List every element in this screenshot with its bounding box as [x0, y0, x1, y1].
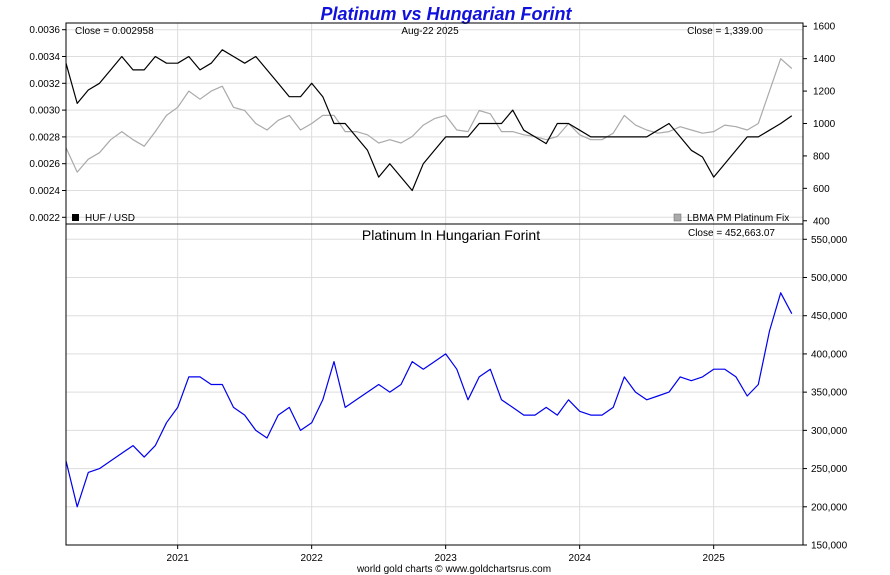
- y-bottom-tick-label: 300,000: [811, 426, 848, 437]
- platinum-close-label: Close = 1,339.00: [687, 26, 763, 37]
- y-left-tick-label: 0.0022: [29, 213, 60, 224]
- y-left-tick-label: 0.0034: [29, 52, 60, 63]
- y-bottom-tick-label: 250,000: [811, 464, 848, 475]
- top-panel-frame: [65, 22, 804, 225]
- bottom-panel-grid: [66, 224, 803, 546]
- axis-labels: 2021 2022 2023 2024 2025 0.0022 0.0024 0.0026 0.…: [29, 22, 847, 564]
- platinum-legend-swatch: [673, 213, 682, 222]
- y-right-tick-label: 800: [813, 151, 830, 162]
- top-panel-grid: [66, 23, 803, 224]
- x-tick-label: 2021: [167, 553, 190, 564]
- y-left-tick-label: 0.0030: [29, 106, 60, 117]
- y-right-tick-label: 400: [813, 216, 830, 227]
- y-left-tick-label: 0.0028: [29, 132, 60, 143]
- huf-legend-swatch: [72, 214, 79, 221]
- panel-frames: [65, 22, 804, 546]
- x-tick-label: 2024: [569, 553, 592, 564]
- date-label: Aug-22 2025: [401, 26, 459, 37]
- y-right-tick-label: 1000: [813, 119, 836, 130]
- bottom-panel-title: Platinum In Hungarian Forint: [362, 227, 540, 243]
- platinum-legend-label: LBMA PM Platinum Fix: [687, 213, 789, 224]
- huf-legend-label: HUF / USD: [85, 213, 135, 224]
- y-bottom-tick-label: 150,000: [811, 541, 848, 552]
- y-left-tick-label: 0.0024: [29, 186, 60, 197]
- y-right-tick-label: 1200: [813, 87, 836, 98]
- y-left-tick-label: 0.0036: [29, 25, 60, 36]
- platinum-in-forint-line: [65, 292, 793, 508]
- x-tick-label: 2025: [703, 553, 726, 564]
- y-left-tick-label: 0.0026: [29, 159, 60, 170]
- y-bottom-tick-label: 200,000: [811, 502, 848, 513]
- huf-close-label: Close = 0.002958: [75, 26, 154, 37]
- y-bottom-tick-label: 450,000: [811, 311, 848, 322]
- forint-close-label: Close = 452,663.07: [688, 228, 775, 239]
- footer-credit: world gold charts © www.goldchartsrus.co…: [356, 564, 551, 575]
- y-right-tick-label: 1400: [813, 54, 836, 65]
- chart-title: Platinum vs Hungarian Forint: [320, 4, 572, 24]
- y-bottom-tick-label: 550,000: [811, 235, 848, 246]
- y-bottom-tick-label: 500,000: [811, 273, 848, 284]
- x-tick-label: 2023: [435, 553, 458, 564]
- bottom-panel-series: [65, 292, 793, 508]
- y-bottom-tick-label: 400,000: [811, 349, 848, 360]
- bottom-panel-frame: [65, 223, 804, 546]
- x-tick-label: 2022: [301, 553, 324, 564]
- platinum-usd-line: [65, 58, 793, 173]
- top-panel-series: [65, 49, 793, 192]
- y-right-tick-label: 1600: [813, 22, 836, 33]
- huf-usd-line: [65, 49, 793, 192]
- y-left-tick-label: 0.0032: [29, 79, 60, 90]
- y-bottom-tick-label: 350,000: [811, 388, 848, 399]
- y-right-tick-label: 600: [813, 184, 830, 195]
